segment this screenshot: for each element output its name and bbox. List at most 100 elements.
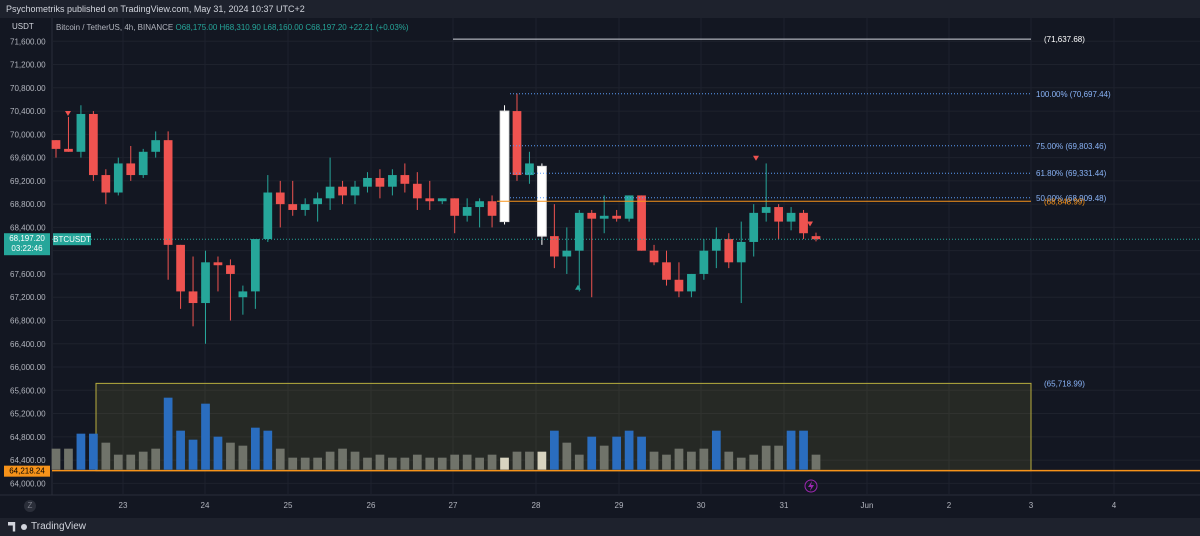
volume-bar <box>163 397 173 470</box>
candle-body <box>313 198 322 205</box>
price-chart[interactable]: 71,600.00 71,200.00 70,800.00 70,400.00 70,0… <box>0 18 1200 518</box>
candle-body <box>300 204 310 210</box>
candle-body <box>674 279 684 292</box>
volume-bar <box>811 454 821 470</box>
y-tick-label: 71,200.00 <box>10 61 46 70</box>
volume-bar <box>213 436 223 470</box>
x-tick-label: 25 <box>284 501 293 510</box>
candle-body <box>699 250 709 274</box>
x-tick-label: Jun <box>861 501 874 510</box>
chart-frame[interactable]: 71,600.00 71,200.00 70,800.00 70,400.00 70,0… <box>0 18 1200 518</box>
level-label: 61.80% (69,331.44) <box>1036 169 1107 178</box>
volume-bar <box>749 454 759 470</box>
x-tick-label: 29 <box>615 501 624 510</box>
level-label: 75.00% (69,803.46) <box>1036 142 1107 151</box>
candle-body <box>475 201 484 208</box>
y-tick-label: 64,000.00 <box>10 479 46 488</box>
candle-body <box>637 195 646 251</box>
candle-body <box>512 111 522 176</box>
candle-body <box>226 265 235 274</box>
volume-bar <box>425 457 435 470</box>
candle-body <box>113 163 123 193</box>
candle-body <box>612 215 622 219</box>
volume-bar <box>113 454 123 470</box>
x-tick-label: 26 <box>367 501 376 510</box>
last-price-countdown: 03:22:46 <box>11 244 43 253</box>
y-tick-label: 69,600.00 <box>10 154 46 163</box>
tradingview-logo[interactable]: TradingView <box>8 521 86 532</box>
y-tick-label: 68,400.00 <box>10 223 46 232</box>
y-tick-label: 67,600.00 <box>10 270 46 279</box>
volume-bar <box>512 451 522 470</box>
volume-bar <box>101 442 111 470</box>
volume-bar <box>437 457 447 470</box>
symbol-tag <box>53 233 91 246</box>
volume-bar <box>462 454 472 470</box>
volume-bar <box>649 451 659 470</box>
volume-bar <box>587 436 597 470</box>
candle-body <box>811 236 821 240</box>
candle-body <box>437 198 447 202</box>
tv-logo-icon <box>8 521 16 532</box>
volume-bar <box>761 445 771 470</box>
candle-body <box>350 186 360 196</box>
candle-body <box>649 250 659 263</box>
candle-body <box>786 212 796 222</box>
candle-body <box>736 241 746 263</box>
y-tick-label: 71,600.00 <box>10 37 46 46</box>
volume-bar <box>138 451 148 470</box>
y-tick-label: 70,000.00 <box>10 130 46 139</box>
candle-body <box>799 212 808 234</box>
y-axis-bg <box>0 18 52 518</box>
volume-bar <box>375 454 385 470</box>
candle-body <box>338 186 347 196</box>
candle-body <box>749 212 759 242</box>
candle-body <box>138 151 148 176</box>
x-tick-label: 31 <box>780 501 789 510</box>
x-tick-label: 4 <box>1112 501 1117 510</box>
volume-bar <box>674 448 684 470</box>
volume-bar <box>176 430 185 470</box>
candle-body <box>662 262 671 280</box>
zoom-reset-icon[interactable]: Z <box>24 500 36 512</box>
x-tick-label: 24 <box>201 501 210 510</box>
volume-bar <box>799 430 808 470</box>
candle-body <box>711 239 721 251</box>
candle-body <box>624 195 634 219</box>
candle-body <box>562 250 572 257</box>
volume-bar <box>612 436 622 470</box>
candle-body <box>599 215 609 219</box>
candle-body <box>388 175 397 187</box>
last-price-value: 68,197.20 <box>9 234 45 243</box>
published-text: Psychometriks published on TradingView.c… <box>6 4 305 14</box>
volume-bar <box>64 448 73 470</box>
level-label: 100.00% (70,697.44) <box>1036 90 1111 99</box>
volume-bar <box>786 430 796 470</box>
candle-body <box>238 291 248 298</box>
volume-bar <box>288 457 298 470</box>
unit-label: USDT <box>12 22 34 31</box>
volume-bar <box>500 457 509 470</box>
candle-body <box>51 140 61 149</box>
volume-bar <box>599 445 609 470</box>
candle-body <box>288 204 298 210</box>
symbol-tag-label: BTCUSDT <box>53 235 91 244</box>
volume-bar <box>325 451 335 470</box>
volume-bar <box>475 457 484 470</box>
volume-bar <box>550 430 559 470</box>
level-label: (68,848.99) <box>1044 197 1085 206</box>
candle-body <box>275 192 285 205</box>
y-tick-label: 70,400.00 <box>10 107 46 116</box>
x-tick-label: 23 <box>119 501 128 510</box>
volume-bar <box>350 451 360 470</box>
y-tick-label: 65,600.00 <box>10 386 46 395</box>
candle-body <box>774 207 783 222</box>
candle-body <box>325 186 335 199</box>
last-price-badge <box>4 233 50 256</box>
brand-text: TradingView <box>31 521 87 532</box>
volume-bar <box>188 439 198 470</box>
ohlc-values: O68,175.00 H68,310.90 L68,160.00 C68,197… <box>175 23 409 32</box>
y-tick-label: 64,400.00 <box>10 456 46 465</box>
candle-body <box>499 110 510 223</box>
volume-bar <box>313 457 322 470</box>
